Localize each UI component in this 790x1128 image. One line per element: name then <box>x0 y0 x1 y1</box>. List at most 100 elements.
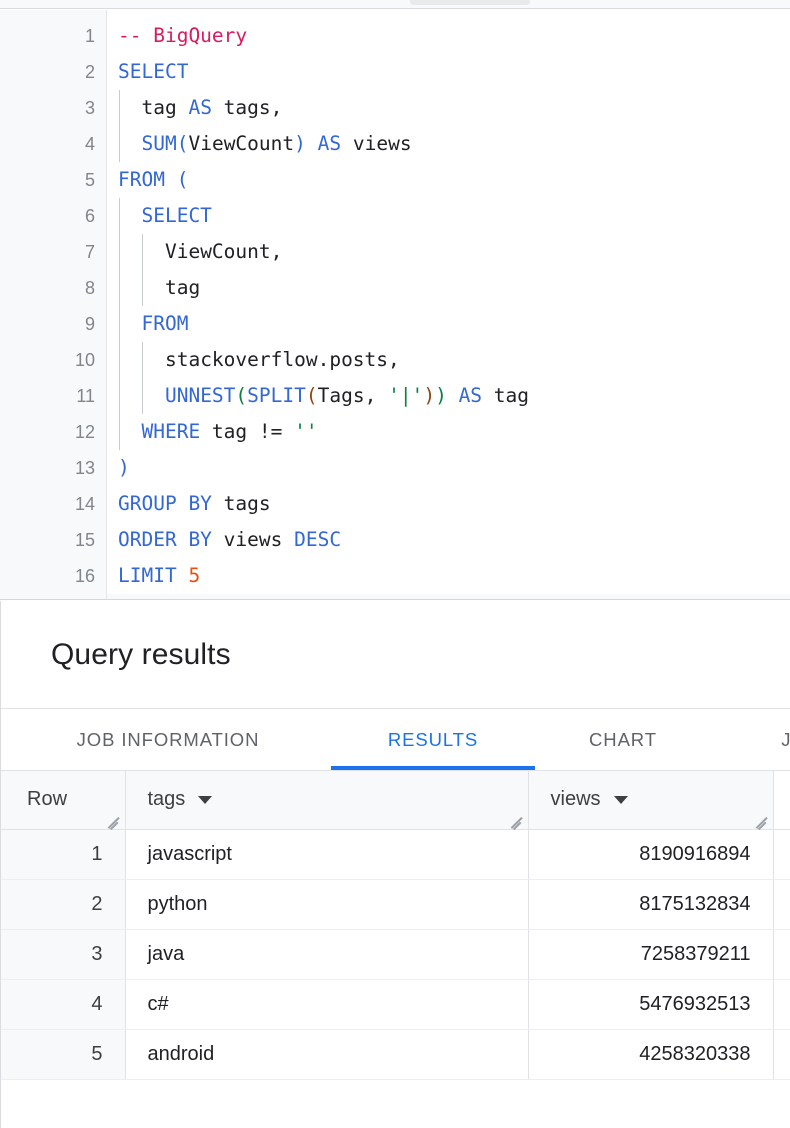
column-header-spacer <box>773 771 790 830</box>
cell-views: 8190916894 <box>528 829 774 880</box>
tab-label: RESULTS <box>387 729 479 750</box>
line-number: 1 <box>84 26 95 46</box>
line-number: 14 <box>74 494 95 514</box>
cell-tags: python <box>125 879 529 930</box>
code-line[interactable]: UNNEST(SPLIT(Tags, '|')) AS tag <box>107 378 790 414</box>
chevron-down-icon[interactable] <box>613 795 628 804</box>
code-line[interactable]: ViewCount, <box>107 234 790 270</box>
cell-spacer <box>773 929 790 980</box>
column-header-tags-label: tags <box>147 788 186 811</box>
column-resize-handle-views[interactable] <box>754 811 770 830</box>
code-line[interactable]: ORDER BY views DESC <box>107 522 790 558</box>
line-number: 9 <box>84 314 95 334</box>
editor-empty-area[interactable] <box>107 594 790 599</box>
cell-tags: javascript <box>125 829 529 880</box>
code-line-text: FROM <box>141 312 189 335</box>
line-number: 13 <box>74 458 95 478</box>
line-number: 8 <box>84 278 95 298</box>
query-results-header: Query results <box>1 601 790 709</box>
cell-tags: c# <box>125 979 529 1030</box>
code-line-text: tag AS tags, <box>141 96 283 119</box>
code-line-text: GROUP BY tags <box>118 492 271 515</box>
line-number: 6 <box>84 206 95 226</box>
column-header-tags[interactable]: tags <box>125 771 529 830</box>
code-line-text: FROM ( <box>118 168 189 191</box>
code-line[interactable]: ) <box>107 450 790 486</box>
cell-row-number: 3 <box>1 929 126 980</box>
code-line-text: SELECT <box>141 204 212 227</box>
tab-job-information[interactable]: JOB INFORMATION <box>34 709 302 771</box>
code-line[interactable]: SELECT <box>107 198 790 234</box>
line-number: 5 <box>84 170 95 190</box>
cell-row-number: 5 <box>1 1029 126 1080</box>
cell-row-number: 4 <box>1 979 126 1030</box>
code-line[interactable]: SUM(ViewCount) AS views <box>107 126 790 162</box>
cell-views: 5476932513 <box>528 979 774 1030</box>
line-number: 12 <box>74 422 95 442</box>
cell-spacer <box>773 879 790 930</box>
editor-gutter: 1 2 3 4 5 6 7 8 9 10 11 12 13 14 15 16 <box>0 10 107 599</box>
cell-tags: java <box>125 929 529 980</box>
code-line-text: WHERE tag != '' <box>141 420 318 443</box>
table-row[interactable]: 2 python 8175132834 <box>1 879 790 930</box>
cell-row-number: 1 <box>1 829 126 880</box>
table-row[interactable]: 4 c# 5476932513 <box>1 979 790 1030</box>
code-line[interactable]: FROM <box>107 306 790 342</box>
cell-spacer <box>773 979 790 1030</box>
cell-views: 7258379211 <box>528 929 774 980</box>
indent-guide <box>118 198 120 450</box>
indent-guide <box>141 342 143 414</box>
line-number: 3 <box>84 98 95 118</box>
active-tab-indicator <box>331 766 535 770</box>
cell-spacer <box>773 1029 790 1080</box>
code-line[interactable]: tag AS tags, <box>107 90 790 126</box>
code-line[interactable]: FROM ( <box>107 162 790 198</box>
code-line-text: stackoverflow.posts, <box>164 348 400 371</box>
code-line[interactable]: stackoverflow.posts, <box>107 342 790 378</box>
column-resize-handle-tags[interactable] <box>509 811 525 830</box>
tab-results[interactable]: RESULTS <box>331 709 535 771</box>
code-line[interactable]: GROUP BY tags <box>107 486 790 522</box>
column-header-views-label: views <box>550 788 601 811</box>
column-header-views[interactable]: views <box>528 771 774 830</box>
table-row[interactable]: 5 android 4258320338 <box>1 1029 790 1080</box>
column-resize-handle-row[interactable] <box>106 811 122 830</box>
sql-editor[interactable]: 1 2 3 4 5 6 7 8 9 10 11 12 13 14 15 16 -- BigQuery SELEC… <box>0 10 790 600</box>
cell-views: 8175132834 <box>528 879 774 930</box>
cell-tags: android <box>125 1029 529 1080</box>
column-header-row-label: Row <box>27 788 68 811</box>
code-line[interactable]: WHERE tag != '' <box>107 414 790 450</box>
tab-js[interactable]: JS <box>763 709 790 771</box>
cell-views: 4258320338 <box>528 1029 774 1080</box>
code-line[interactable]: -- BigQuery <box>107 18 790 54</box>
table-header-row: Row tags views <box>1 771 790 830</box>
table-row[interactable]: 3 java 7258379211 <box>1 929 790 980</box>
results-table: Row tags views <box>1 771 790 1080</box>
results-table-body: 1 javascript 8190916894 2 python 8175132834 3 j… <box>1 829 790 1080</box>
toolbar-strip <box>0 0 790 9</box>
code-line-text: LIMIT 5 <box>118 564 201 587</box>
code-line-text: tag <box>164 276 201 299</box>
query-results-panel: Query results JOB INFORMATION RESULTS CHAR… <box>0 601 790 1128</box>
column-header-row[interactable]: Row <box>1 771 126 830</box>
code-line-text: ORDER BY views DESC <box>118 528 342 551</box>
code-line[interactable]: tag <box>107 270 790 306</box>
cell-spacer <box>773 829 790 880</box>
code-line-text: UNNEST(SPLIT(Tags, '|')) AS tag <box>164 384 530 407</box>
line-number: 10 <box>74 350 95 370</box>
code-line-text: ) <box>118 456 130 479</box>
tab-chart[interactable]: CHART <box>552 709 694 771</box>
chevron-down-icon[interactable] <box>198 795 213 804</box>
code-line[interactable]: SELECT <box>107 54 790 90</box>
editor-code-area[interactable]: -- BigQuery SELECT tag AS tags, SUM(ViewC… <box>107 10 790 599</box>
line-number: 15 <box>74 530 95 550</box>
tab-label: JS <box>781 729 790 750</box>
code-line[interactable]: LIMIT 5 <box>107 558 790 594</box>
tab-label: CHART <box>589 729 657 750</box>
table-row[interactable]: 1 javascript 8190916894 <box>1 829 790 880</box>
line-number: 16 <box>74 566 95 586</box>
code-line-text: SUM(ViewCount) AS views <box>141 132 412 155</box>
line-number: 11 <box>76 386 95 406</box>
results-tabs[interactable]: JOB INFORMATION RESULTS CHART JS <box>1 709 790 771</box>
page-title: Query results <box>51 637 231 671</box>
